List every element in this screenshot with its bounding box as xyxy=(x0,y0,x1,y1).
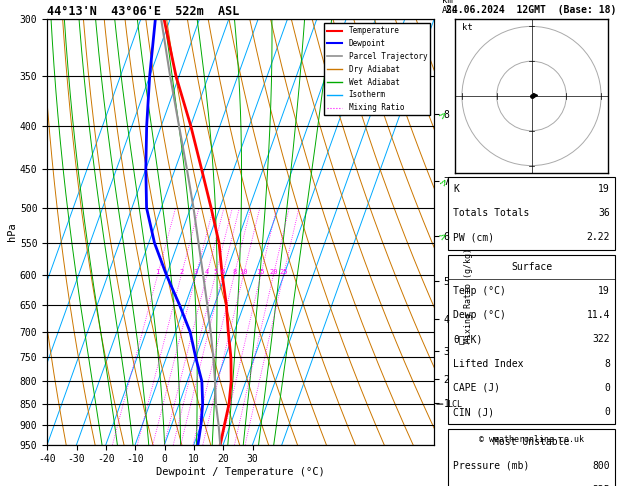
Text: © weatheronline.co.uk: © weatheronline.co.uk xyxy=(479,435,584,444)
Text: 0: 0 xyxy=(604,407,610,417)
X-axis label: Dewpoint / Temperature (°C): Dewpoint / Temperature (°C) xyxy=(156,467,325,477)
Text: Pressure (mb): Pressure (mb) xyxy=(453,461,530,471)
Text: 800: 800 xyxy=(593,461,610,471)
Text: θᴇ (K): θᴇ (K) xyxy=(453,485,488,486)
Text: 1: 1 xyxy=(155,269,160,275)
Text: 19: 19 xyxy=(598,184,610,194)
Text: Totals Totals: Totals Totals xyxy=(453,208,530,218)
FancyBboxPatch shape xyxy=(448,430,615,486)
Text: 3: 3 xyxy=(194,269,198,275)
Text: 5: 5 xyxy=(213,269,218,275)
Text: 6: 6 xyxy=(221,269,225,275)
Text: 8: 8 xyxy=(232,269,237,275)
Text: 4: 4 xyxy=(204,269,209,275)
Text: 25: 25 xyxy=(279,269,287,275)
Text: 44°13'N  43°06'E  522m  ASL: 44°13'N 43°06'E 522m ASL xyxy=(47,5,240,18)
Text: PW (cm): PW (cm) xyxy=(453,232,494,243)
Text: θᴇ(K): θᴇ(K) xyxy=(453,334,482,345)
Text: CAPE (J): CAPE (J) xyxy=(453,383,500,393)
Text: 24.06.2024  12GMT  (Base: 18): 24.06.2024 12GMT (Base: 18) xyxy=(447,5,616,15)
Text: LCL: LCL xyxy=(448,399,462,409)
Y-axis label: hPa: hPa xyxy=(7,223,17,242)
Text: 325: 325 xyxy=(593,485,610,486)
Text: >: > xyxy=(437,230,449,243)
Text: K: K xyxy=(453,184,459,194)
Text: Most Unstable: Most Unstable xyxy=(493,436,570,447)
Text: >: > xyxy=(437,108,450,121)
Text: 8: 8 xyxy=(604,359,610,369)
Text: 2: 2 xyxy=(179,269,184,275)
Legend: Temperature, Dewpoint, Parcel Trajectory, Dry Adiabat, Wet Adiabat, Isotherm, Mi: Temperature, Dewpoint, Parcel Trajectory… xyxy=(324,23,430,115)
Text: Dewp (°C): Dewp (°C) xyxy=(453,310,506,320)
Text: kt: kt xyxy=(462,23,472,32)
Text: Surface: Surface xyxy=(511,262,552,272)
Text: 10: 10 xyxy=(239,269,248,275)
FancyBboxPatch shape xyxy=(448,177,615,249)
Text: 2.22: 2.22 xyxy=(586,232,610,243)
Y-axis label: km
ASL: km ASL xyxy=(442,0,458,15)
Text: 20: 20 xyxy=(269,269,277,275)
Text: 11.4: 11.4 xyxy=(586,310,610,320)
Text: Mixing Ratio (g/kg): Mixing Ratio (g/kg) xyxy=(464,248,473,343)
Text: 19: 19 xyxy=(598,286,610,296)
Text: 0: 0 xyxy=(604,383,610,393)
Text: CIN (J): CIN (J) xyxy=(453,407,494,417)
Text: 15: 15 xyxy=(257,269,265,275)
Text: Temp (°C): Temp (°C) xyxy=(453,286,506,296)
Text: 36: 36 xyxy=(598,208,610,218)
Text: Lifted Index: Lifted Index xyxy=(453,359,523,369)
FancyBboxPatch shape xyxy=(448,255,615,424)
Text: 322: 322 xyxy=(593,334,610,345)
Text: >: > xyxy=(437,175,450,187)
